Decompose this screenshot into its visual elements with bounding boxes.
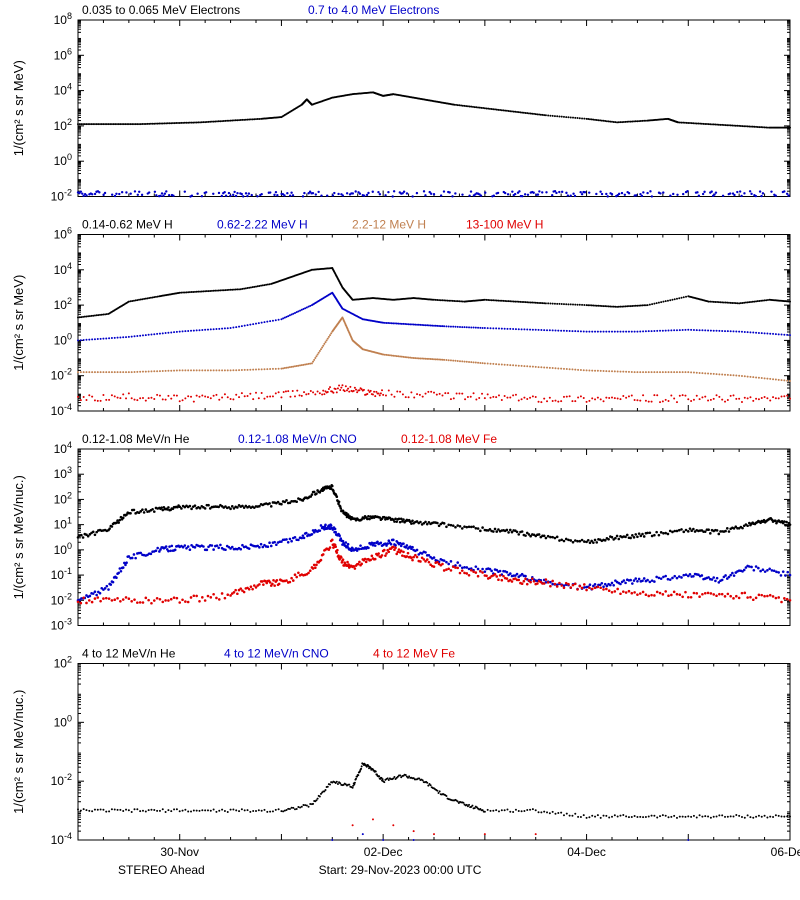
svg-text:106: 106	[54, 46, 72, 62]
panel-frame	[78, 449, 790, 626]
svg-text:108: 108	[54, 11, 72, 27]
series-legend-label: 0.62-2.22 MeV H	[217, 218, 308, 232]
svg-text:10-4: 10-4	[51, 831, 72, 847]
svg-text:102: 102	[54, 655, 72, 671]
svg-text:102: 102	[54, 490, 72, 506]
series-legend-label: 4 to 12 MeV/n CNO	[224, 647, 329, 661]
panel-frame	[78, 664, 790, 841]
svg-text:101: 101	[54, 516, 72, 532]
panel-frame	[78, 20, 790, 197]
series-legend-label: 0.7 to 4.0 MeV Electrons	[308, 3, 439, 17]
series-legend-label: 13-100 MeV H	[466, 218, 543, 232]
svg-text:104: 104	[54, 82, 72, 98]
data-series	[352, 818, 537, 835]
svg-text:100: 100	[54, 541, 72, 557]
data-series	[77, 91, 791, 128]
svg-text:102: 102	[54, 296, 72, 312]
svg-text:100: 100	[54, 331, 72, 347]
svg-text:10-2: 10-2	[51, 772, 72, 788]
series-legend-label: 0.12-1.08 MeV Fe	[401, 432, 497, 446]
svg-text:100: 100	[54, 713, 72, 729]
data-series	[77, 539, 792, 605]
series-legend-label: 2.2-12 MeV H	[352, 218, 426, 232]
data-series	[77, 484, 792, 544]
svg-text:104: 104	[54, 440, 72, 456]
series-legend-label: 0.12-1.08 MeV/n He	[82, 432, 190, 446]
footer-source: STEREO Ahead	[118, 863, 205, 877]
series-legend-label: 0.14-0.62 MeV H	[82, 218, 173, 232]
y-axis-label: 1/(cm² s sr MeV/nuc.)	[11, 690, 26, 814]
series-legend-label: 4 to 12 MeV Fe	[373, 647, 455, 661]
y-axis-label: 1/(cm² s sr MeV)	[11, 60, 26, 156]
svg-text:104: 104	[54, 261, 72, 277]
svg-text:10-3: 10-3	[51, 617, 72, 633]
panel-frame	[78, 235, 790, 412]
data-series	[77, 384, 791, 403]
y-axis-label: 1/(cm² s sr MeV)	[11, 275, 26, 371]
x-tick-label: 02-Dec	[364, 845, 403, 859]
y-axis-label: 1/(cm² s sr MeV/nuc.)	[11, 475, 26, 599]
svg-text:10-2: 10-2	[51, 188, 72, 204]
x-tick-label: 04-Dec	[567, 845, 606, 859]
svg-text:102: 102	[54, 117, 72, 133]
svg-text:10-4: 10-4	[51, 402, 72, 418]
svg-text:10-2: 10-2	[51, 367, 72, 383]
series-legend-label: 0.12-1.08 MeV/n CNO	[238, 432, 357, 446]
chart-svg: 10-2 100 102 104 106 108 1/(cm² s sr MeV) 0.035…	[0, 0, 800, 900]
data-series	[77, 267, 791, 318]
multi-panel-timeseries-chart: 10-2 100 102 104 106 108 1/(cm² s sr MeV) 0.035…	[0, 0, 800, 900]
svg-text:103: 103	[54, 465, 72, 481]
svg-text:10-1: 10-1	[51, 566, 72, 582]
svg-text:106: 106	[54, 226, 72, 242]
data-series	[77, 762, 791, 819]
x-tick-label: 30-Nov	[160, 845, 199, 859]
svg-text:100: 100	[54, 152, 72, 168]
footer-start-time: Start: 29-Nov-2023 00:00 UTC	[319, 863, 482, 877]
svg-text:10-2: 10-2	[51, 591, 72, 607]
x-tick-label: 06-Dec	[771, 845, 800, 859]
data-series	[77, 523, 792, 601]
series-legend-label: 4 to 12 MeV/n He	[82, 647, 176, 661]
series-legend-label: 0.035 to 0.065 MeV Electrons	[82, 3, 240, 17]
